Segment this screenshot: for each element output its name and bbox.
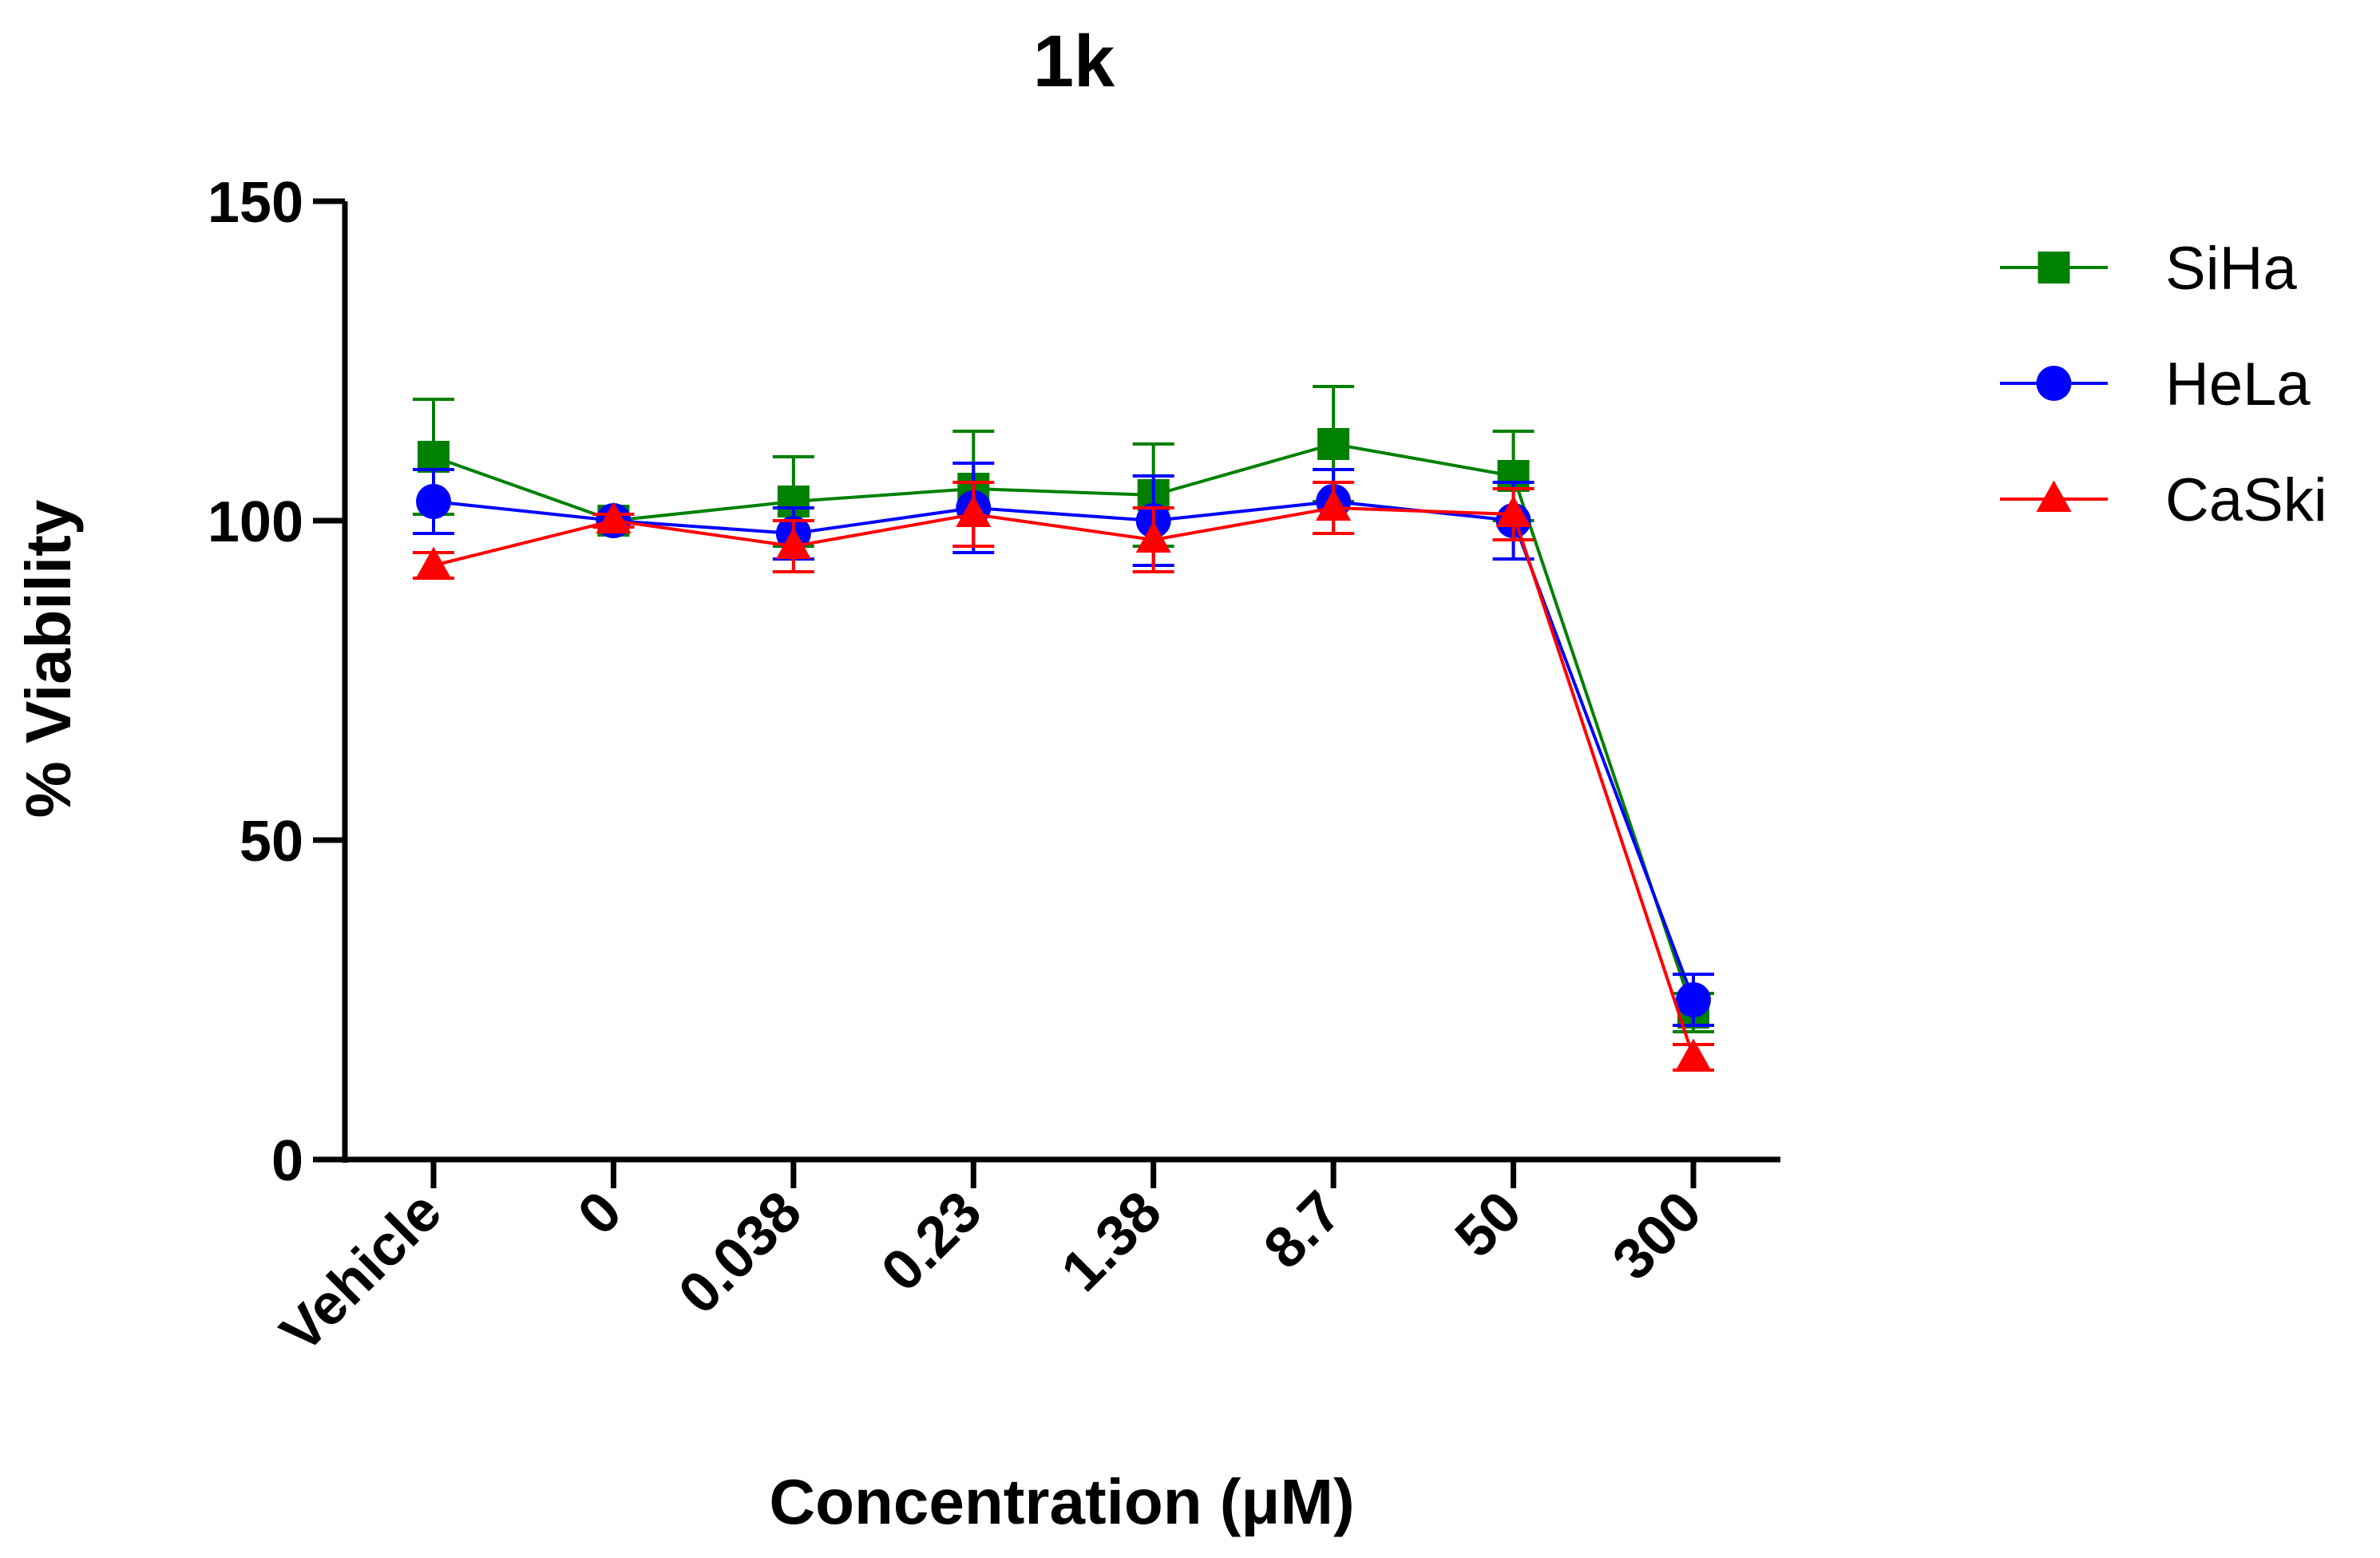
data-point-caski <box>416 546 451 578</box>
data-point-hela <box>1676 982 1711 1017</box>
x-tick-label: 8.7 <box>1252 1179 1353 1281</box>
data-point-caski <box>1135 521 1171 553</box>
y-tick-label: 100 <box>208 490 303 554</box>
data-point-siha <box>1317 428 1350 460</box>
data-point-caski <box>1495 495 1531 527</box>
plot-area <box>413 385 1714 1072</box>
legend: SiHa HeLa CaSki <box>2000 235 2327 534</box>
x-tick-label: 300 <box>1601 1179 1714 1293</box>
data-point-caski <box>1676 1038 1711 1070</box>
legend-label-siha: SiHa <box>2165 235 2297 303</box>
x-tick-label: 50 <box>1443 1179 1534 1270</box>
y-tick-label: 150 <box>208 171 303 235</box>
series-line-hela <box>433 499 1695 1001</box>
data-point-caski <box>596 501 632 533</box>
y-tick-label: 0 <box>271 1129 303 1193</box>
y-tick-label: 50 <box>240 810 303 874</box>
legend-marker-siha <box>2037 252 2070 283</box>
series-line-caski <box>433 505 1695 1058</box>
data-point-caski <box>775 527 811 559</box>
legend-label-caski: CaSki <box>2165 466 2327 534</box>
data-point-siha <box>418 441 449 473</box>
chart-title: 1k <box>1033 21 1115 102</box>
x-tick-label: Vehicle <box>268 1179 453 1365</box>
x-tick-label: 0.038 <box>667 1179 814 1326</box>
x-tick-label: 0.23 <box>869 1179 994 1304</box>
y-axis-title: % Viability <box>13 499 84 818</box>
legend-marker-caski <box>2036 480 2072 512</box>
legend-label-hela: HeLa <box>2165 351 2311 418</box>
data-point-caski <box>1316 489 1352 521</box>
legend-marker-hela <box>2036 366 2072 401</box>
data-point-hela <box>416 484 451 519</box>
x-axis-title: Concentration (μM) <box>769 1466 1354 1537</box>
series-line-siha <box>433 442 1695 1013</box>
x-tick-label: 1.38 <box>1049 1179 1174 1304</box>
data-point-caski <box>956 495 992 527</box>
x-tick-label: 0 <box>566 1179 634 1247</box>
